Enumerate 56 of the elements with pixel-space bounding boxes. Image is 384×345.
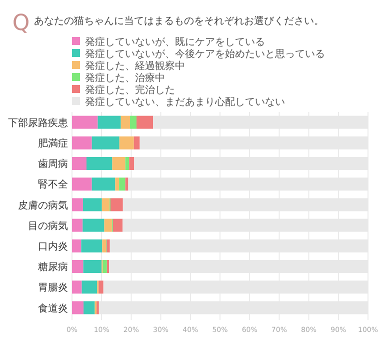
bar xyxy=(72,239,82,252)
bar xyxy=(72,136,92,150)
y-tick-label: 腎不全 xyxy=(38,178,68,191)
bar xyxy=(72,301,84,314)
bar xyxy=(106,239,110,252)
y-tick-label: 胃腸炎 xyxy=(38,282,68,294)
bar xyxy=(112,157,126,170)
legend-label: 発症していないが、今後ケアを始めたいと思っている xyxy=(85,48,325,60)
y-tick-label: 皮膚の病気 xyxy=(18,199,68,212)
bar xyxy=(82,198,102,212)
bar xyxy=(98,280,104,294)
bar xyxy=(102,198,110,212)
bar xyxy=(125,157,130,170)
bar xyxy=(72,280,82,294)
bar xyxy=(104,218,112,232)
bar xyxy=(115,178,120,191)
bar xyxy=(72,157,87,170)
bar xyxy=(72,198,83,212)
bar xyxy=(102,260,107,273)
bar xyxy=(110,198,123,212)
bar xyxy=(119,178,126,191)
bar xyxy=(72,218,83,232)
y-tick-label: 肥満症 xyxy=(38,138,68,150)
bar xyxy=(112,218,123,232)
bar xyxy=(82,280,98,294)
bar xyxy=(120,116,130,129)
y-tick-label: 食道炎 xyxy=(38,302,68,314)
bar xyxy=(136,116,154,129)
legend-label: 発症した、経過観察中 xyxy=(85,60,185,72)
bar xyxy=(130,116,137,129)
bar xyxy=(86,157,112,170)
bar xyxy=(102,239,106,252)
bar xyxy=(92,136,120,150)
bar xyxy=(82,218,104,232)
bar xyxy=(119,136,134,150)
bar xyxy=(92,178,116,191)
bar xyxy=(134,136,140,150)
y-tick-label: 目の病気 xyxy=(28,220,68,232)
chart-title: あなたの猫ちゃんに当てはまるものをそれぞれお選びください。 xyxy=(34,15,324,27)
bar xyxy=(84,301,95,314)
y-tick-label: 糖尿病 xyxy=(38,261,68,274)
legend-label: 発症した、完治した xyxy=(85,84,175,96)
text: Q xyxy=(12,11,30,36)
bar xyxy=(72,178,92,191)
bar xyxy=(129,157,134,170)
legend-label: 発症していないが、既にケアをしている xyxy=(85,36,265,48)
y-tick-label: 口内炎 xyxy=(38,240,68,252)
y-tick-label: 下部尿路疾患 xyxy=(8,116,68,129)
bar xyxy=(72,116,98,129)
legend-label: 発症していない、まだあまり心配していない xyxy=(85,96,285,108)
bar xyxy=(72,260,84,273)
bar xyxy=(81,239,102,252)
bar xyxy=(98,116,121,129)
y-tick-label: 歯周病 xyxy=(38,158,68,170)
legend-label: 発症した、治療中 xyxy=(85,72,165,84)
bar xyxy=(83,260,102,273)
